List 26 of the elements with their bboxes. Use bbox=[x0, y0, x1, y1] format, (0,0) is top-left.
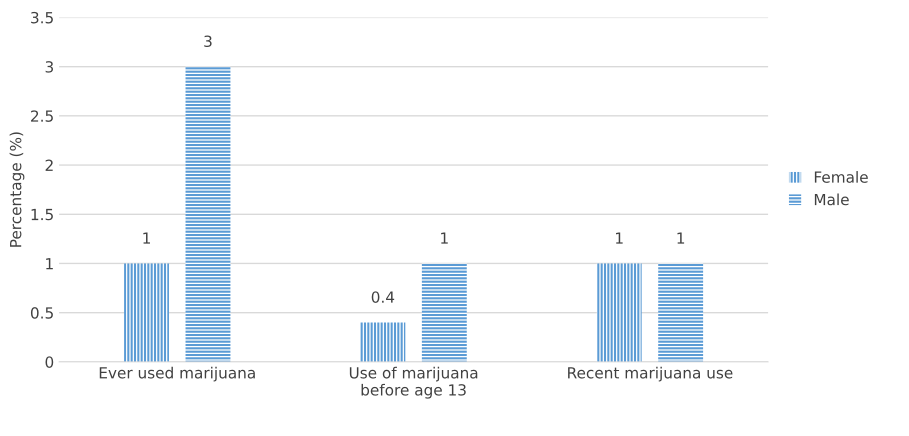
bar bbox=[422, 263, 467, 362]
bar bbox=[360, 322, 406, 362]
y-axis-title: Percentage (%) bbox=[10, 132, 24, 247]
bar bbox=[658, 263, 704, 362]
data-label: 0.4 bbox=[372, 291, 394, 303]
data-label: 1 bbox=[143, 232, 150, 244]
data-label: 1 bbox=[441, 232, 448, 244]
legend-label: Female bbox=[814, 171, 868, 183]
x-tick-label: Ever used marijuana bbox=[100, 366, 255, 382]
y-tick-label: 3.5 bbox=[31, 12, 53, 24]
y-tick-label: 0 bbox=[46, 356, 54, 368]
x-tick-label: Use of marijuana before age 13 bbox=[350, 366, 478, 399]
bar bbox=[124, 263, 169, 362]
y-tick-label: 3 bbox=[46, 61, 53, 73]
bar bbox=[186, 66, 230, 362]
y-tick-label: 2 bbox=[46, 160, 53, 171]
y-tick-label: 2.5 bbox=[31, 110, 53, 122]
x-tick-label: Recent marijuana use bbox=[568, 366, 732, 382]
y-tick-label: 1 bbox=[46, 258, 53, 270]
y-tick-label: 0.5 bbox=[30, 307, 53, 319]
y-tick-label: 1.5 bbox=[32, 208, 53, 220]
data-label: 3 bbox=[204, 35, 212, 48]
data-label: 1 bbox=[616, 232, 623, 244]
bar bbox=[596, 263, 642, 362]
legend-label: Male bbox=[814, 193, 849, 206]
data-label: 1 bbox=[677, 232, 684, 244]
